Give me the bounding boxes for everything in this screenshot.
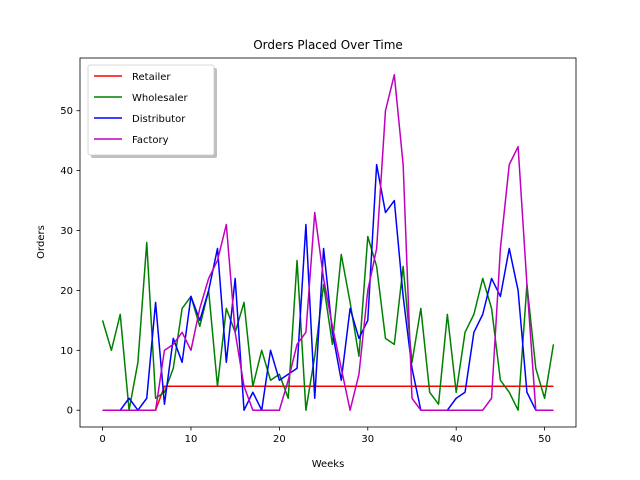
series-line-factory	[102, 74, 554, 411]
y-tick-label: 20	[60, 286, 73, 297]
legend: Retailer Wholesaler Distributor Factory	[87, 64, 217, 158]
series-line-retailer	[102, 385, 554, 411]
legend-label-retailer: Retailer	[132, 72, 171, 83]
plot-area: 0 10 20 30 40 50 0 10 20 30 40 50	[60, 57, 577, 445]
y-tick-label: 30	[60, 226, 73, 237]
axes-frame	[79, 57, 577, 428]
x-tick-label: 30	[361, 434, 374, 445]
x-tick-label: 10	[185, 434, 198, 445]
x-tick-label: 20	[273, 434, 286, 445]
x-tick-label: 40	[450, 434, 463, 445]
x-tick-label: 50	[538, 434, 551, 445]
legend-label-factory: Factory	[132, 135, 169, 146]
series-line-distributor	[102, 163, 554, 411]
y-tick-label: 0	[67, 406, 73, 417]
legend-label-distributor: Distributor	[132, 114, 186, 125]
y-tick-label: 10	[60, 346, 73, 357]
y-axis-label: Orders	[36, 225, 47, 259]
x-axis-label: Weeks	[312, 459, 345, 470]
y-tick-label: 50	[60, 106, 73, 117]
legend-label-wholesaler: Wholesaler	[132, 93, 189, 104]
legend-box	[87, 64, 215, 156]
x-tick-label: 0	[99, 434, 105, 445]
chart-title: Orders Placed Over Time	[253, 38, 403, 52]
y-tick-label: 40	[60, 166, 73, 177]
